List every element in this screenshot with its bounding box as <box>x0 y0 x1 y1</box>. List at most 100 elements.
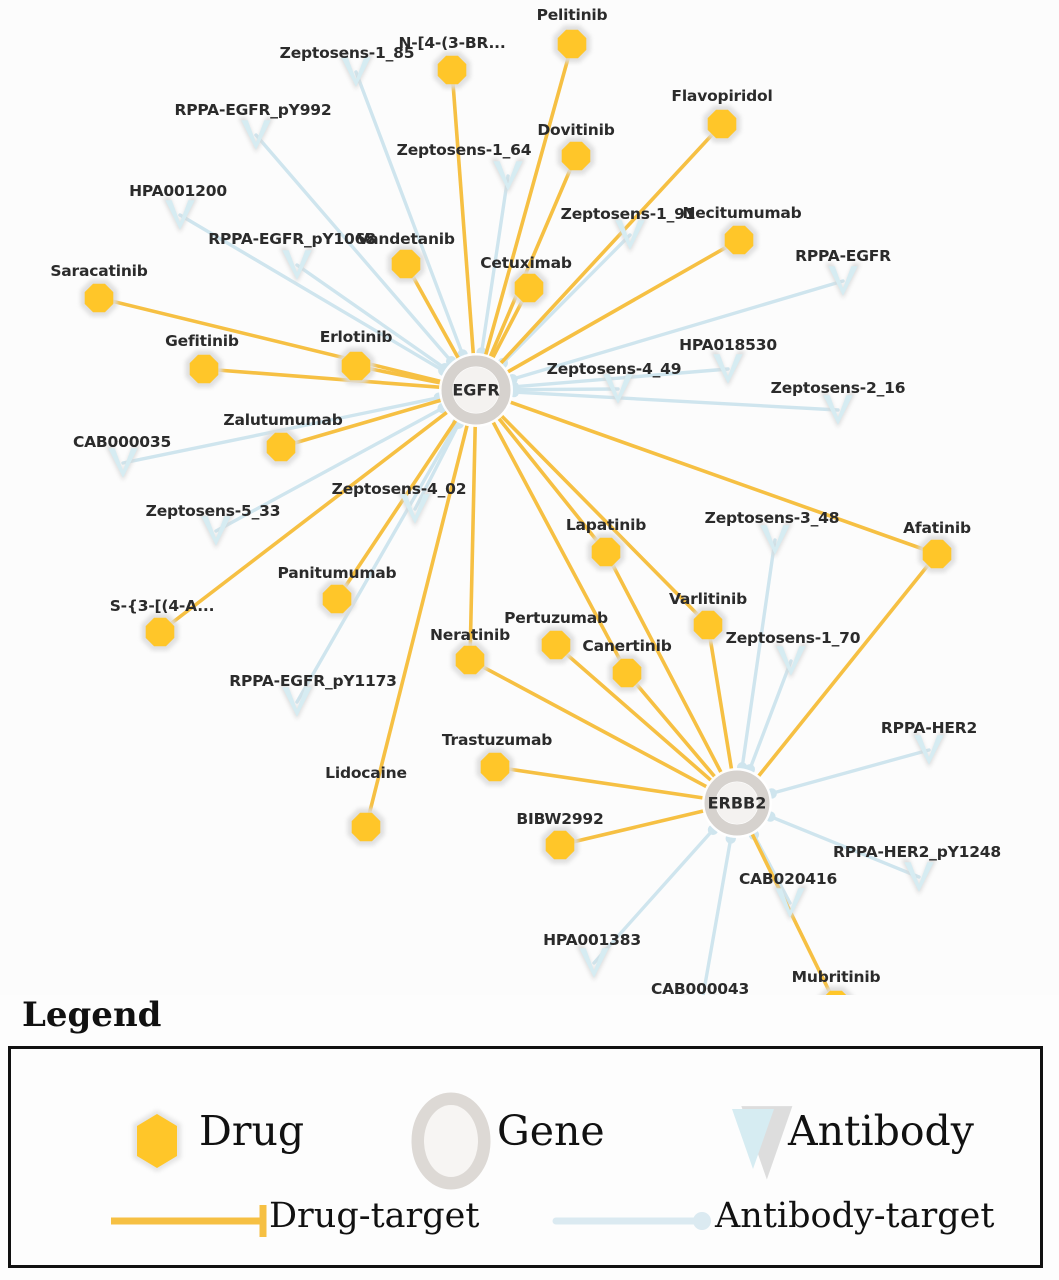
antibody-target-edge <box>512 387 620 392</box>
drug-node[interactable] <box>476 748 514 786</box>
drug-target-edge <box>604 551 724 775</box>
drug-node[interactable] <box>262 428 300 466</box>
antibody-node[interactable] <box>772 885 808 921</box>
drug-node[interactable] <box>557 137 595 175</box>
drug-target-edge <box>488 155 578 359</box>
antibody-target-edge <box>592 828 715 965</box>
drug-target-edge <box>505 238 740 375</box>
antibody-node[interactable] <box>238 117 274 153</box>
antibody-node[interactable] <box>911 732 947 768</box>
antibody-node[interactable] <box>162 197 198 233</box>
drug-target-edge <box>625 671 718 779</box>
drug-node[interactable] <box>80 279 118 317</box>
drug-node[interactable] <box>537 626 575 664</box>
antibody-target-edge <box>479 174 510 355</box>
drug-node[interactable] <box>541 826 579 864</box>
drug-target-edge <box>490 420 629 674</box>
drug-target-edge <box>98 296 443 384</box>
legend-drug-edge-swatch <box>111 1205 267 1237</box>
antibody-target-edge <box>178 213 445 373</box>
antibody-target-edge <box>701 836 733 995</box>
antibody-target-edge <box>501 233 632 365</box>
gene-node[interactable] <box>702 768 772 838</box>
drug-node[interactable] <box>720 221 758 259</box>
drug-node[interactable] <box>703 105 741 143</box>
drug-node[interactable] <box>451 641 489 679</box>
antibody-node[interactable] <box>576 945 612 981</box>
antibody-node[interactable] <box>773 643 809 679</box>
antibody-target-edge <box>512 390 840 412</box>
antibody-node[interactable] <box>710 351 746 387</box>
legend-drug-swatch <box>133 1110 181 1172</box>
antibody-target-edge <box>214 406 445 533</box>
drug-node[interactable] <box>608 654 646 692</box>
antibody-node[interactable] <box>600 371 636 407</box>
drug-node[interactable] <box>553 25 591 63</box>
drug-target-edge <box>496 416 608 554</box>
antibody-node[interactable] <box>901 859 937 895</box>
antibody-node[interactable] <box>490 158 526 194</box>
antibody-target-edge <box>768 814 921 879</box>
gene-node[interactable] <box>439 353 513 427</box>
drug-target-edge <box>498 122 724 366</box>
antibody-target-edge <box>748 659 793 772</box>
legend-title: Legend <box>22 995 162 1035</box>
legend-node-drug: Drug <box>187 1111 304 1152</box>
drug-target-edge <box>554 643 714 783</box>
antibody-target-edge <box>354 70 465 357</box>
antibody-target-edge <box>295 421 459 704</box>
antibody-target-edge <box>512 367 730 389</box>
drug-target-edge <box>364 423 470 828</box>
antibody-node[interactable] <box>279 684 315 720</box>
drug-target-edge <box>483 43 574 357</box>
drug-target-edge <box>706 624 734 771</box>
drug-target-edge <box>335 418 459 600</box>
antibody-node[interactable] <box>105 445 141 481</box>
drug-node[interactable] <box>818 986 855 996</box>
legend-gene-swatch <box>411 1092 491 1190</box>
drug-node[interactable] <box>689 606 727 644</box>
drug-node[interactable] <box>587 533 625 571</box>
legend-edge-antibody-target: Antibody-target <box>709 1199 994 1234</box>
drug-node[interactable] <box>185 350 223 388</box>
legend-svg <box>111 1092 793 1237</box>
drug-node[interactable] <box>918 535 956 573</box>
legend-box: Drug Gene Antibody Drug-target Antibody-… <box>8 1046 1043 1268</box>
drug-target-edge <box>280 398 443 449</box>
antibody-node[interactable] <box>612 217 648 253</box>
drug-target-edge <box>508 400 938 556</box>
antibody-target-edge <box>740 538 777 770</box>
legend-edge-drug-target: Drug-target <box>263 1199 479 1234</box>
antibody-node[interactable] <box>757 522 793 558</box>
antibody-node[interactable] <box>198 513 234 549</box>
drug-target-edge <box>450 69 476 356</box>
drug-node[interactable] <box>337 347 375 385</box>
node-layer <box>80 25 956 996</box>
drug-target-edge <box>559 808 706 847</box>
network-graph[interactable]: Zeptosens-1_85 RPPA-EGFR_pY992 Zeptosens-1… <box>0 0 1059 998</box>
drug-node[interactable] <box>318 580 356 618</box>
drug-node[interactable] <box>141 613 179 651</box>
antibody-node[interactable] <box>279 247 315 283</box>
legend-node-gene-label: Gene <box>497 1107 605 1155</box>
legend-node-gene: Gene <box>485 1111 605 1152</box>
antibody-target-edge <box>254 133 453 363</box>
antibody-node[interactable] <box>825 263 861 299</box>
antibody-target-edge <box>770 748 931 796</box>
drug-target-edge <box>158 409 450 634</box>
drug-target-edge <box>494 765 705 800</box>
drug-node[interactable] <box>387 245 425 283</box>
antibody-node[interactable] <box>338 54 374 90</box>
drug-target-edge <box>749 831 834 995</box>
legend-antibody-edge-swatch <box>552 1212 711 1230</box>
drug-node[interactable] <box>347 808 385 846</box>
antibody-node[interactable] <box>397 491 433 527</box>
antibody-node[interactable] <box>820 392 856 428</box>
drug-node[interactable] <box>433 51 471 89</box>
legend-node-drug-label: Drug <box>199 1107 305 1155</box>
antibody-target-edge <box>295 263 447 370</box>
drug-node[interactable] <box>510 269 548 307</box>
drug-target-edge <box>469 658 709 790</box>
network-svg[interactable] <box>0 0 1059 995</box>
